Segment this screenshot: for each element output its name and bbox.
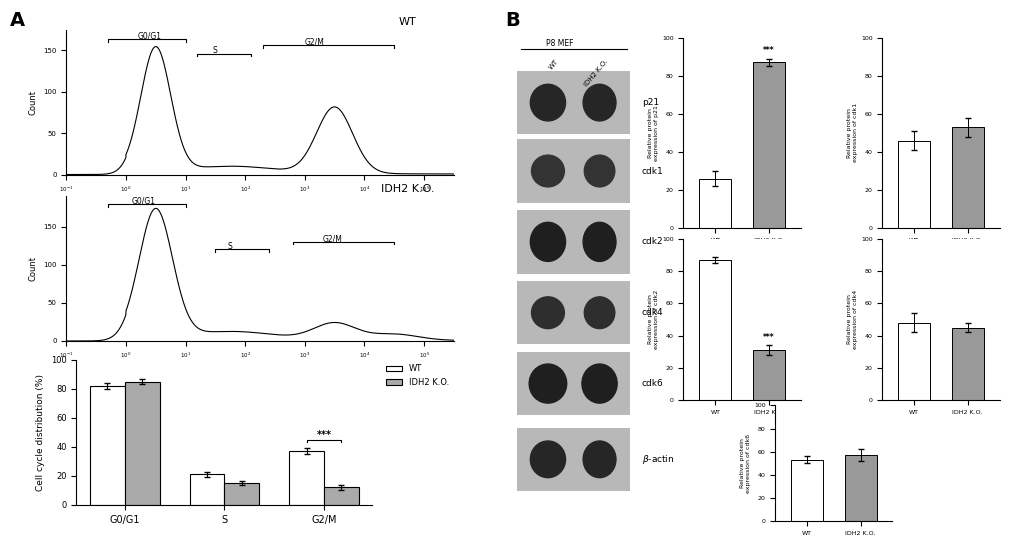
Text: B: B	[504, 11, 519, 30]
Y-axis label: Relative protein
expression of p21: Relative protein expression of p21	[648, 105, 658, 161]
Ellipse shape	[529, 364, 567, 403]
Text: G2/M: G2/M	[305, 38, 324, 46]
Text: ***: ***	[762, 333, 773, 343]
Text: S: S	[212, 46, 217, 55]
Text: cdk1: cdk1	[641, 166, 663, 176]
Bar	[844, 455, 875, 521]
Ellipse shape	[530, 222, 565, 262]
Text: WT: WT	[547, 59, 559, 71]
Bar	[190, 474, 224, 505]
Bar	[898, 323, 929, 400]
Ellipse shape	[531, 155, 564, 187]
FancyBboxPatch shape	[517, 352, 630, 415]
Text: P8 MEF: P8 MEF	[545, 39, 573, 48]
Text: $\beta$-actin: $\beta$-actin	[641, 453, 674, 466]
Bar	[752, 62, 784, 228]
Bar	[752, 350, 784, 400]
Y-axis label: Relative protein
expression of cdk2: Relative protein expression of cdk2	[648, 290, 658, 349]
Text: p21: p21	[641, 98, 658, 107]
Y-axis label: Relative protein
expression of cdk4: Relative protein expression of cdk4	[847, 290, 857, 349]
Text: WT: WT	[398, 17, 416, 27]
Bar	[124, 381, 160, 505]
Bar	[90, 386, 124, 505]
Y-axis label: Relative protein
expression of cdk1: Relative protein expression of cdk1	[847, 103, 857, 163]
Text: G2/M: G2/M	[322, 234, 342, 243]
Legend: WT, IDH2 K.O.: WT, IDH2 K.O.	[382, 361, 452, 390]
Text: IDH2 K.O.: IDH2 K.O.	[583, 59, 608, 88]
Text: cdk4: cdk4	[641, 308, 662, 317]
Ellipse shape	[584, 297, 614, 329]
Bar	[951, 127, 982, 228]
Bar	[324, 488, 359, 505]
Y-axis label: Count: Count	[29, 90, 38, 114]
Text: A: A	[10, 11, 25, 30]
Text: G0/G1: G0/G1	[138, 32, 162, 41]
Bar	[288, 451, 324, 505]
Text: cdk2: cdk2	[641, 237, 662, 246]
Bar	[699, 179, 731, 228]
Bar	[951, 328, 982, 400]
Ellipse shape	[530, 441, 565, 477]
Text: ***: ***	[316, 430, 331, 440]
Text: ***: ***	[762, 46, 773, 55]
Ellipse shape	[583, 222, 615, 262]
FancyBboxPatch shape	[517, 210, 630, 274]
Ellipse shape	[582, 364, 616, 403]
Text: G0/G1: G0/G1	[131, 197, 156, 206]
Text: S: S	[227, 242, 232, 251]
Ellipse shape	[583, 84, 615, 121]
Bar	[791, 460, 822, 521]
X-axis label: Propidium Iodide-A: Propidium Iodide-A	[223, 199, 297, 208]
FancyBboxPatch shape	[517, 281, 630, 345]
Ellipse shape	[531, 297, 564, 329]
Ellipse shape	[530, 84, 565, 121]
Y-axis label: Relative protein
expression of cdk6: Relative protein expression of cdk6	[740, 433, 750, 493]
Bar	[898, 141, 929, 228]
FancyBboxPatch shape	[517, 139, 630, 203]
Ellipse shape	[583, 441, 615, 477]
Text: IDH2 K.O.: IDH2 K.O.	[380, 184, 434, 194]
Bar	[224, 483, 259, 505]
FancyBboxPatch shape	[517, 427, 630, 491]
Ellipse shape	[584, 155, 614, 187]
Y-axis label: Cell cycle distribution (%): Cell cycle distribution (%)	[37, 374, 46, 491]
Text: cdk6: cdk6	[641, 379, 663, 388]
Bar	[699, 260, 731, 400]
FancyBboxPatch shape	[517, 71, 630, 134]
X-axis label: Propidium Iodide-A: Propidium Iodide-A	[223, 366, 297, 375]
Y-axis label: Count: Count	[29, 256, 38, 281]
